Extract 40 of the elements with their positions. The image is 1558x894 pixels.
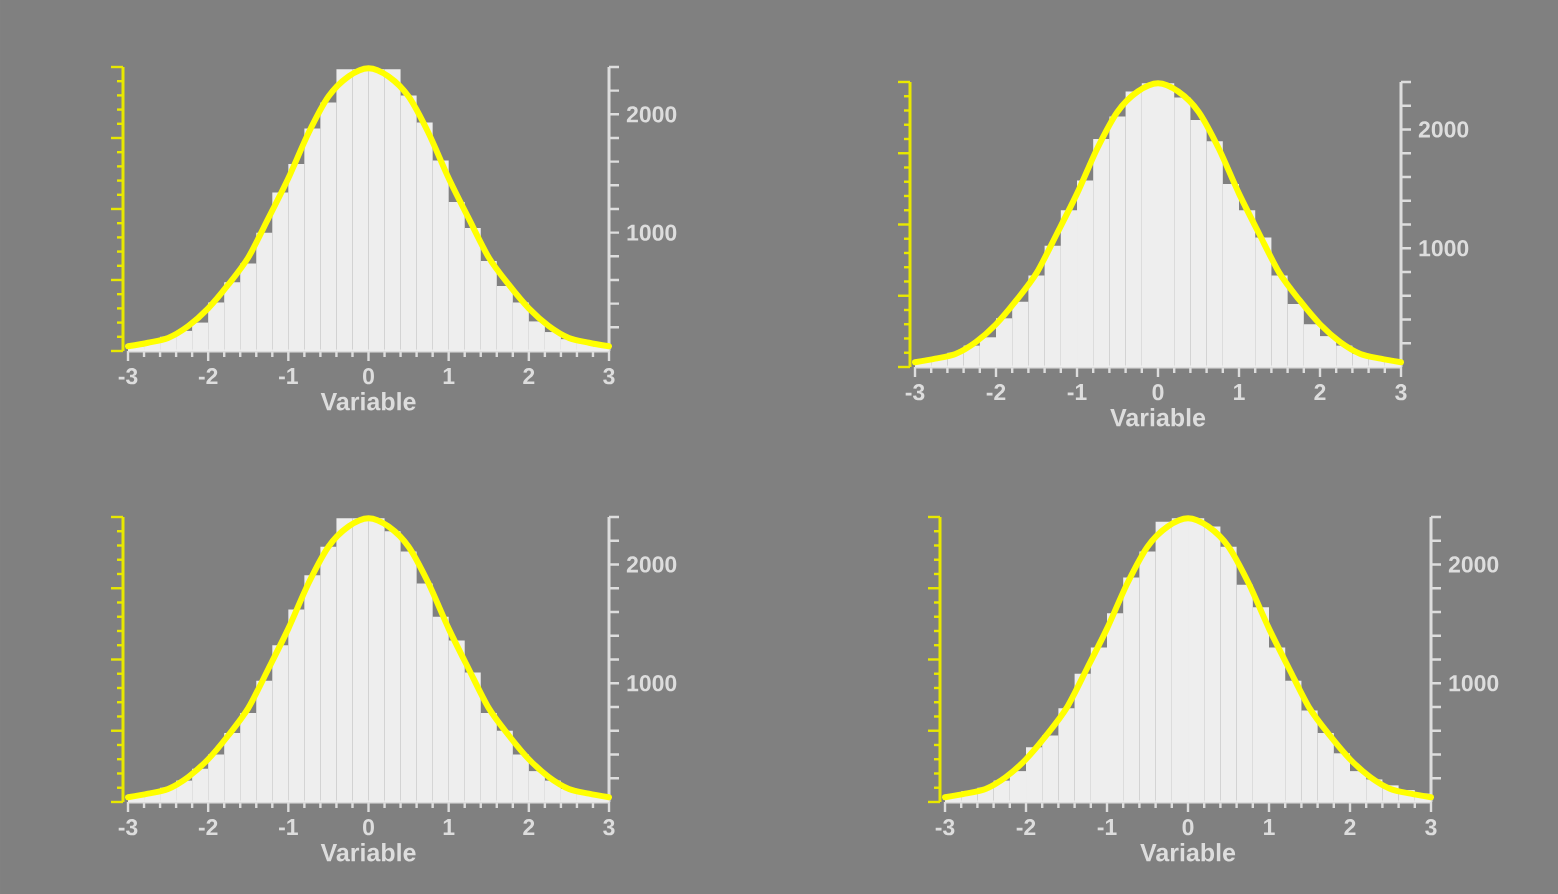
- y-tick-label: 2000: [1418, 121, 1469, 138]
- x-tick-label: 0: [1182, 819, 1194, 836]
- x-tick-label: 3: [603, 368, 615, 385]
- x-tick-label: 2: [1344, 819, 1356, 836]
- x-tick-label: -3: [935, 819, 955, 836]
- x-axis-title: Variable: [1110, 408, 1206, 427]
- x-tick-label: 0: [363, 368, 374, 385]
- x-tick-label: -2: [986, 384, 1006, 401]
- x-tick-label: -1: [1067, 384, 1087, 400]
- x-tick-label: 3: [1425, 819, 1437, 836]
- x-axis-title: Variable: [320, 392, 416, 411]
- y-tick-label: 1000: [627, 224, 677, 241]
- y-tick-label: 2000: [626, 556, 677, 573]
- x-tick-label: -3: [905, 384, 925, 401]
- x-tick-label: -3: [118, 368, 138, 385]
- x-tick-label: -2: [1016, 819, 1036, 836]
- x-tick-label: 2: [523, 368, 535, 385]
- x-axis-title: Variable: [1140, 843, 1236, 862]
- x-tick-label: -3: [118, 819, 138, 836]
- x-tick-label: -2: [198, 368, 218, 385]
- x-tick-label: 3: [1395, 384, 1407, 401]
- x-tick-label: -2: [198, 819, 218, 836]
- y-tick-label: 1000: [627, 675, 677, 692]
- y-tick-label: 1000: [1419, 240, 1469, 257]
- x-tick-label: -1: [279, 819, 298, 835]
- x-axis-title: Variable: [320, 843, 416, 862]
- x-tick-label: 1: [443, 819, 455, 835]
- x-tick-label: -1: [1097, 819, 1117, 835]
- x-tick-label: 1: [1234, 384, 1245, 400]
- y-tick-label: 2000: [1448, 556, 1499, 573]
- y-tick-label: 1000: [1449, 675, 1499, 692]
- x-tick-label: 1: [443, 368, 455, 384]
- x-tick-label: -1: [279, 368, 298, 384]
- x-tick-label: 3: [603, 819, 615, 836]
- x-tick-label: 2: [1314, 384, 1326, 401]
- x-tick-label: 2: [523, 819, 535, 836]
- x-tick-label: 0: [1152, 384, 1164, 401]
- y-tick-label: 2000: [626, 106, 677, 123]
- x-tick-label: 1: [1264, 819, 1275, 835]
- x-tick-label: 0: [363, 819, 374, 836]
